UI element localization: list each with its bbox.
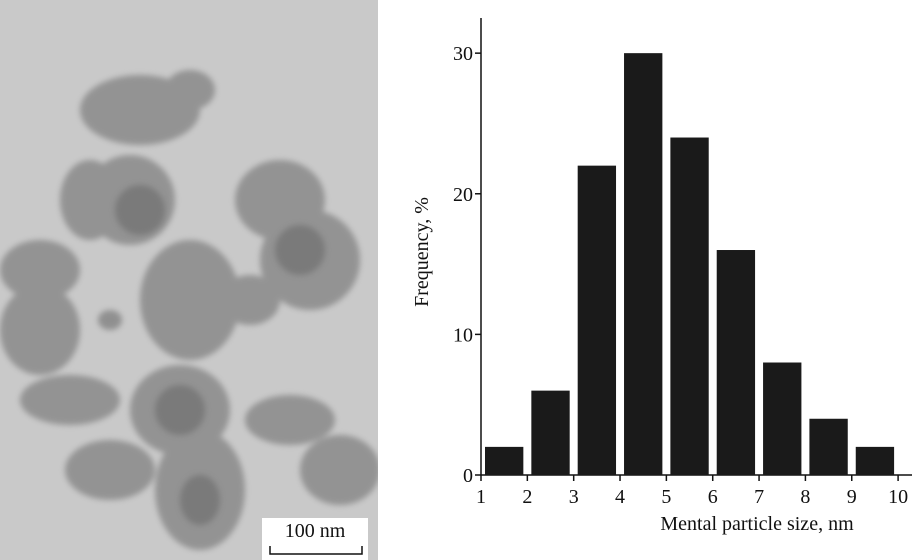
tem-image: 100 nm (0, 0, 378, 560)
x-tick-label: 3 (569, 486, 579, 508)
y-tick-label: 0 (463, 465, 473, 487)
x-axis-label: Mental particle size, nm (660, 513, 854, 535)
bar (577, 165, 617, 475)
bar (763, 362, 802, 475)
y-tick-label: 10 (453, 324, 473, 346)
x-tick-label: 5 (661, 486, 671, 508)
bar (716, 250, 756, 475)
bar (855, 446, 895, 475)
bar (670, 137, 709, 475)
x-tick-label: 9 (847, 486, 857, 508)
bar (531, 390, 570, 475)
x-tick-label: 8 (800, 486, 810, 508)
y-tick-label: 30 (453, 43, 473, 65)
x-tick-label: 10 (888, 486, 908, 508)
x-tick-label: 1 (476, 486, 486, 508)
bar (624, 53, 663, 476)
x-tick-label: 2 (522, 486, 532, 508)
x-tick-label: 4 (615, 486, 625, 508)
bar (809, 418, 848, 475)
bar (485, 446, 524, 475)
scale-bar (269, 546, 363, 555)
y-axis-label: Frequency, % (411, 197, 433, 307)
x-tick-label: 6 (708, 486, 718, 508)
y-tick-label: 20 (453, 184, 473, 206)
x-tick-label: 7 (754, 486, 764, 508)
scale-bar-label: 100 nm (285, 520, 346, 542)
